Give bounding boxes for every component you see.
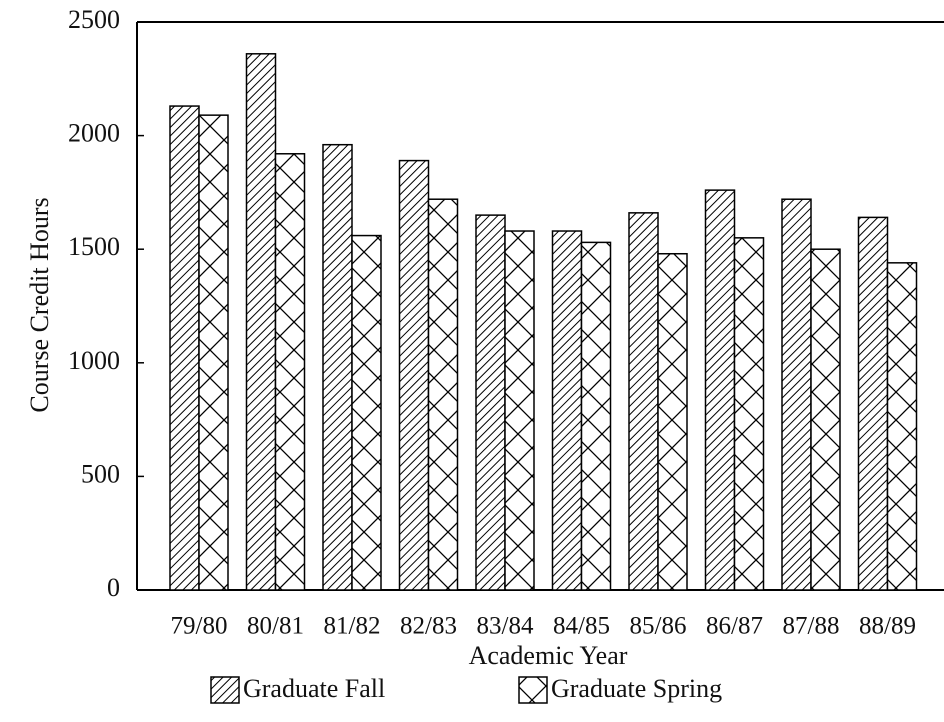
bar bbox=[198, 114, 229, 591]
x-tick-label: 84/85 bbox=[553, 613, 610, 640]
x-tick-label: 85/86 bbox=[630, 613, 687, 640]
x-tick-label: 86/87 bbox=[706, 613, 763, 640]
bar bbox=[245, 53, 277, 591]
bar bbox=[628, 212, 659, 591]
x-tick-label: 83/84 bbox=[477, 613, 534, 640]
y-tick-label: 500 bbox=[81, 459, 120, 488]
x-axis-title: Academic Year bbox=[469, 641, 628, 670]
y-tick-label: 2000 bbox=[68, 119, 120, 148]
bar bbox=[322, 143, 353, 591]
bar bbox=[886, 262, 918, 591]
bar bbox=[580, 241, 612, 591]
x-tick-label: 82/83 bbox=[400, 613, 457, 640]
y-axis-title: Course Credit Hours bbox=[25, 197, 54, 412]
x-tick-label: 81/82 bbox=[324, 613, 381, 640]
bar bbox=[504, 230, 535, 591]
bar bbox=[274, 153, 306, 591]
x-tick-label: 88/89 bbox=[859, 613, 916, 640]
y-tick-label: 1000 bbox=[68, 346, 120, 375]
legend-swatch bbox=[210, 676, 240, 704]
x-tick-label: 80/81 bbox=[247, 613, 304, 640]
bar bbox=[169, 105, 200, 591]
bar bbox=[551, 230, 583, 591]
bar bbox=[733, 237, 765, 591]
legend-label: Graduate Fall bbox=[243, 674, 385, 703]
x-tick-label: 87/88 bbox=[783, 613, 840, 640]
legend-swatch bbox=[518, 676, 548, 704]
y-tick-label: 2500 bbox=[68, 5, 120, 34]
bar bbox=[351, 234, 382, 591]
bar bbox=[475, 214, 506, 591]
legend-label: Graduate Spring bbox=[551, 674, 722, 703]
bar bbox=[427, 198, 459, 591]
y-tick-label: 1500 bbox=[68, 232, 120, 261]
bar bbox=[781, 198, 812, 591]
bar bbox=[810, 248, 841, 591]
y-tick-label: 0 bbox=[107, 573, 120, 602]
bar bbox=[398, 159, 430, 591]
bar bbox=[657, 252, 688, 591]
x-tick-label: 79/80 bbox=[171, 613, 228, 640]
bar bbox=[857, 216, 889, 591]
bar bbox=[704, 189, 736, 591]
